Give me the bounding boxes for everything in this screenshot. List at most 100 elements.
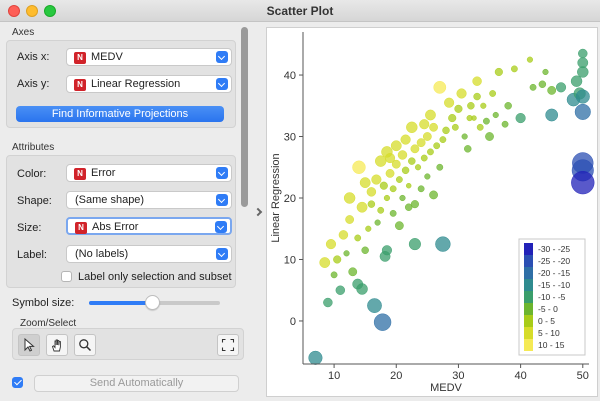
data-point[interactable] [577,66,589,78]
data-point[interactable] [373,313,392,331]
data-point[interactable] [325,239,337,250]
data-point[interactable] [485,132,494,141]
data-point[interactable] [404,203,413,211]
data-point[interactable] [394,221,404,231]
data-point[interactable] [417,185,425,193]
data-point[interactable] [381,245,392,256]
data-point[interactable] [383,194,391,202]
data-point[interactable] [389,209,397,217]
data-point[interactable] [419,119,430,130]
data-point[interactable] [436,163,444,171]
data-point[interactable] [308,350,323,365]
data-point[interactable] [399,194,406,202]
data-point[interactable] [555,82,567,93]
select-tool-button[interactable] [18,334,40,356]
data-point[interactable] [343,250,350,257]
data-point[interactable] [323,297,333,308]
data-point[interactable] [401,166,410,175]
data-point[interactable] [352,278,364,290]
data-point[interactable] [367,298,382,313]
data-point[interactable] [422,132,432,141]
data-point[interactable] [442,126,450,135]
data-point[interactable] [574,103,591,120]
shape-combo[interactable]: (Same shape) [66,191,232,209]
data-point[interactable] [408,238,421,251]
data-point[interactable] [501,120,509,128]
data-point[interactable] [461,133,468,140]
data-point[interactable] [545,108,559,122]
data-point[interactable] [365,225,372,232]
data-point[interactable] [473,92,481,101]
data-point[interactable] [439,136,447,144]
data-point[interactable] [451,123,459,131]
data-point[interactable] [472,76,482,86]
data-point[interactable] [577,57,589,69]
data-point[interactable] [510,65,518,73]
data-point[interactable] [377,206,385,214]
data-point[interactable] [391,159,401,169]
data-point[interactable] [319,257,331,268]
data-point[interactable] [406,121,418,134]
data-point[interactable] [433,142,441,150]
control-panel-scrollbar[interactable] [241,27,248,207]
send-automatically-button[interactable]: Send Automatically [34,375,239,392]
data-point[interactable] [384,152,396,164]
data-point[interactable] [571,170,595,195]
data-point[interactable] [397,150,408,160]
data-point[interactable] [338,230,349,240]
data-point[interactable] [330,271,338,279]
data-point[interactable] [471,115,477,121]
data-point[interactable] [405,182,412,189]
data-point[interactable] [424,173,431,180]
scatter-plot-svg[interactable]: 10 20 30 40 50 0 10 20 30 40 MEDV Linear Regress… [267,28,599,398]
data-point[interactable] [464,145,472,153]
data-point[interactable] [410,144,420,154]
data-point[interactable] [374,219,381,226]
data-point[interactable] [371,174,382,185]
axis-y-combo[interactable]: N Linear Regression [66,75,232,93]
data-point[interactable] [483,117,490,125]
data-point[interactable] [389,185,397,193]
data-point[interactable] [425,109,436,121]
data-point[interactable] [374,155,387,167]
minimize-window-button[interactable] [26,5,38,17]
data-point[interactable] [359,177,371,189]
data-point[interactable] [427,148,434,156]
data-point[interactable] [578,48,588,59]
data-point[interactable] [433,80,447,94]
data-point[interactable] [575,89,590,104]
data-point[interactable] [489,90,497,97]
data-point[interactable] [379,181,388,190]
data-point[interactable] [492,111,499,119]
find-informative-projections-button[interactable]: Find Informative Projections [16,106,224,122]
data-point[interactable] [570,75,583,87]
size-combo[interactable]: N Abs Error [66,217,232,235]
data-point[interactable] [345,215,355,224]
color-legend[interactable]: -30 - -25 -25 - -20 -20 - -15 -15 - -10 -10 … [518,238,586,356]
data-point[interactable] [400,134,411,145]
label-combo[interactable]: (No labels) [66,245,232,263]
data-point[interactable] [408,157,416,165]
pan-tool-button[interactable] [46,334,68,356]
color-combo[interactable]: N Error [66,164,232,182]
data-point[interactable] [367,200,376,208]
axis-x-combo[interactable]: N MEDV [66,48,232,66]
data-point[interactable] [395,176,403,183]
data-point[interactable] [480,102,487,109]
send-automatically-checkbox[interactable] [12,377,23,388]
data-point[interactable] [515,113,526,124]
data-point[interactable] [361,246,369,254]
data-point[interactable] [414,164,422,171]
data-point[interactable] [476,123,484,131]
data-point[interactable] [366,187,377,197]
data-point[interactable] [356,201,368,213]
data-point[interactable] [467,102,475,110]
reset-zoom-button[interactable] [217,334,239,356]
data-point[interactable] [385,169,395,178]
data-point[interactable] [435,236,451,252]
data-point[interactable] [529,83,537,91]
data-point[interactable] [547,86,557,95]
data-point[interactable] [448,114,457,123]
data-point[interactable] [429,122,438,132]
close-window-button[interactable] [8,5,20,17]
